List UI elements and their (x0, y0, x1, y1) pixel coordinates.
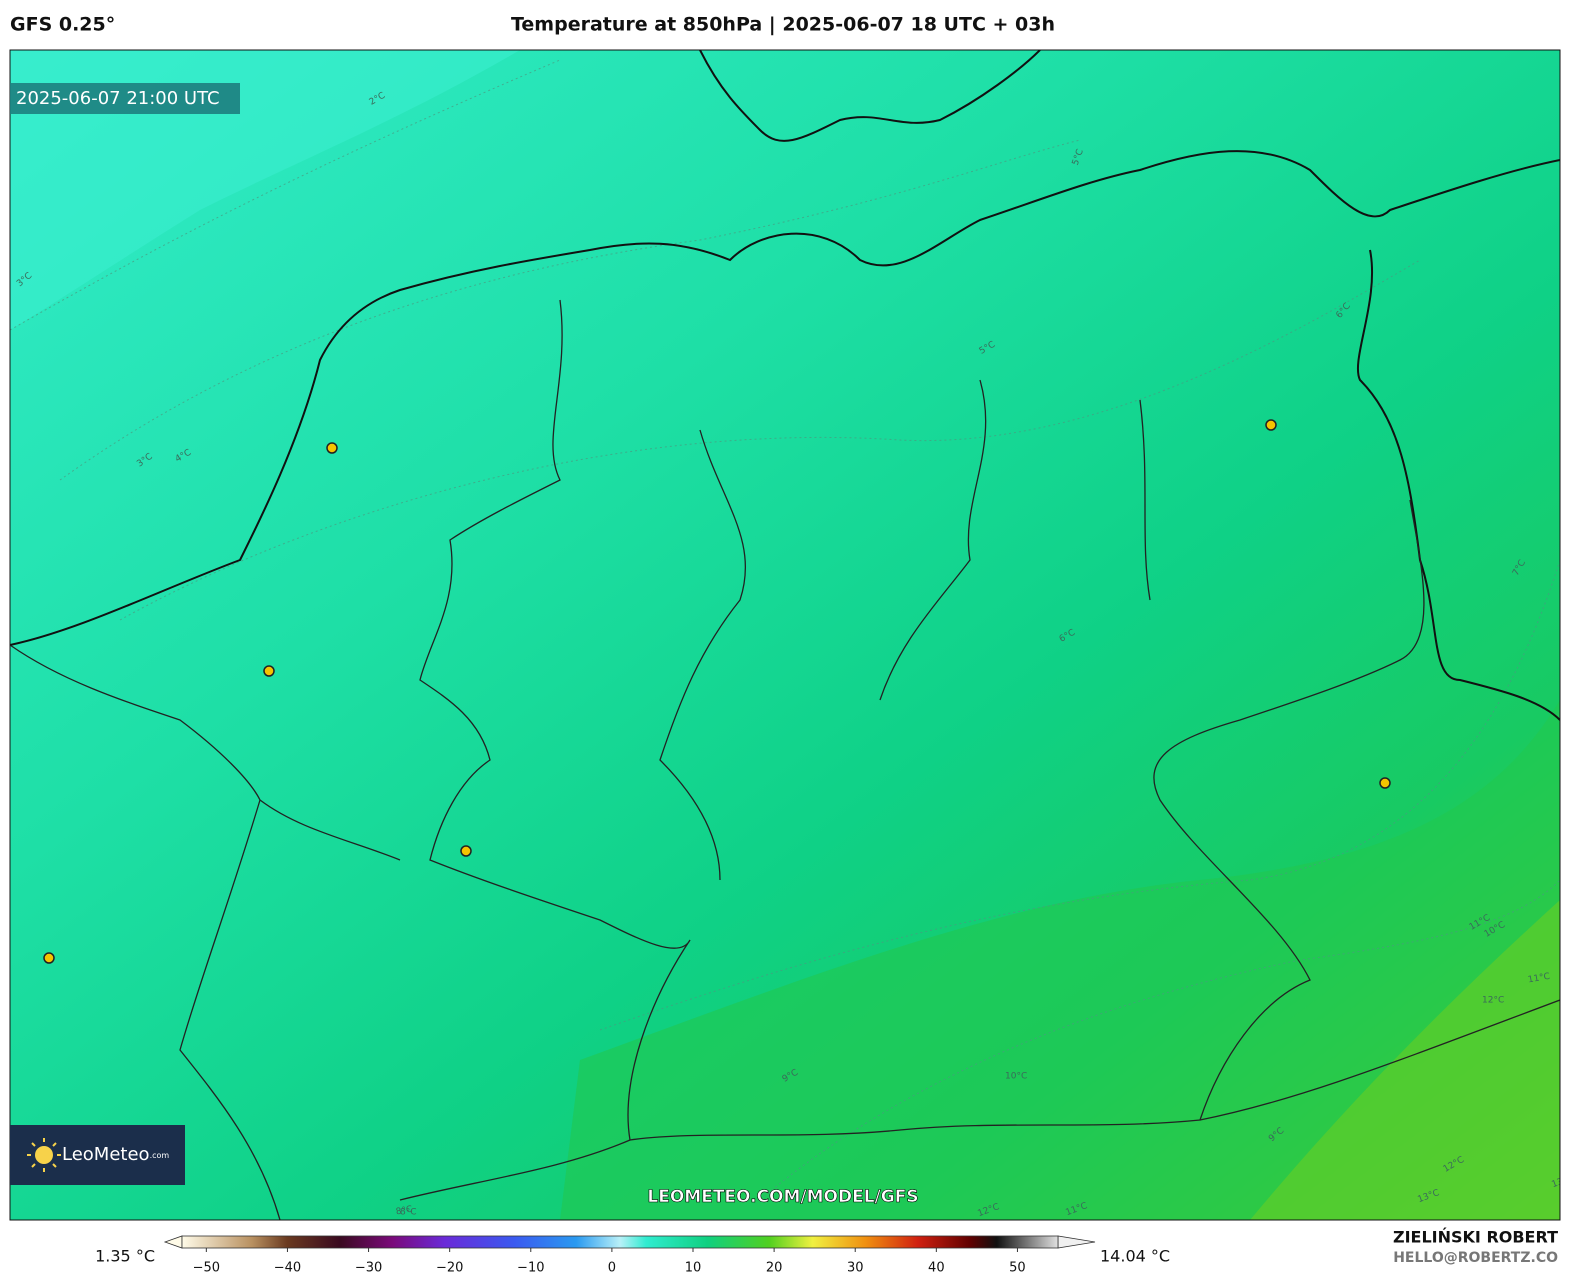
city-marker (43, 952, 55, 964)
colorbar-low-arrow (163, 1235, 183, 1249)
colorbar-tick-label: 40 (928, 1261, 945, 1276)
colorbar-bar (181, 1235, 1059, 1249)
isotherms (10, 59, 1560, 1201)
cities (43, 419, 1391, 964)
colorbar-tick-label: 10 (685, 1261, 702, 1276)
contour-label: 8°C (400, 1208, 417, 1218)
colorbar-tick-label: −20 (436, 1261, 463, 1276)
city-marker (1379, 777, 1391, 789)
email: HELLO@ROBERTZ.CO (1393, 1250, 1558, 1266)
colorbar-tick-label: 50 (1009, 1261, 1026, 1276)
watermark: LEOMETEO.COM/MODEL/GFS (647, 1187, 918, 1207)
colorbar-high-arrow (1057, 1235, 1096, 1249)
city-marker (263, 665, 275, 677)
author: ZIELIŃSKI ROBERT (1393, 1228, 1558, 1247)
colorbar-tick-label: 20 (766, 1261, 783, 1276)
warm-area (1250, 900, 1560, 1220)
time-box (10, 83, 240, 114)
colorbar-tick-label: 0 (608, 1261, 616, 1276)
colorbar-min: 1.35 °C (95, 1247, 155, 1266)
model-name: GFS 0.25° (10, 14, 115, 36)
contour-label: 10°C (1005, 1072, 1027, 1082)
map-area: 2°C3°C3°C 4°C5°C5°C6°C6°C7°C8°C9°C 10°C10°… (10, 50, 1570, 1220)
logo-name: LeoMeteo (62, 1144, 150, 1165)
warm-area (560, 700, 1560, 1220)
logo-text: LeoMeteo.com (62, 1144, 169, 1165)
colorbar-max: 14.04 °C (1100, 1247, 1170, 1266)
logo-sun (35, 1146, 53, 1164)
colorbar: 1.35 °C 14.04 °C −50 −40 −30 −20 −10 0 10 20 30 4… (95, 1235, 1170, 1276)
city-marker (326, 442, 338, 454)
map-title: Temperature at 850hPa | 2025-06-07 18 UT… (511, 14, 1055, 36)
city-marker (1265, 419, 1277, 431)
logo-suffix: .com (150, 1151, 170, 1160)
colorbar-tick-label: −40 (274, 1261, 301, 1276)
contour-label: 13°C (1550, 1173, 1570, 1190)
contour-label: 12°C (1482, 996, 1504, 1006)
valid-time: 2025-06-07 21:00 UTC (16, 88, 220, 109)
colorbar-tick-label: −50 (193, 1261, 220, 1276)
cold-area (10, 50, 520, 330)
city-marker (460, 845, 472, 857)
logo-rays (27, 1138, 61, 1172)
colorbar-tick-label: −30 (355, 1261, 382, 1276)
contour-label: 11°C (1527, 972, 1551, 986)
map-frame (9, 49, 1561, 1221)
colorbar-tick-label: −10 (517, 1261, 544, 1276)
borders (10, 299, 1560, 1220)
contour-label: 8°C (395, 1205, 413, 1218)
colorbar-tick-label: 30 (847, 1261, 864, 1276)
